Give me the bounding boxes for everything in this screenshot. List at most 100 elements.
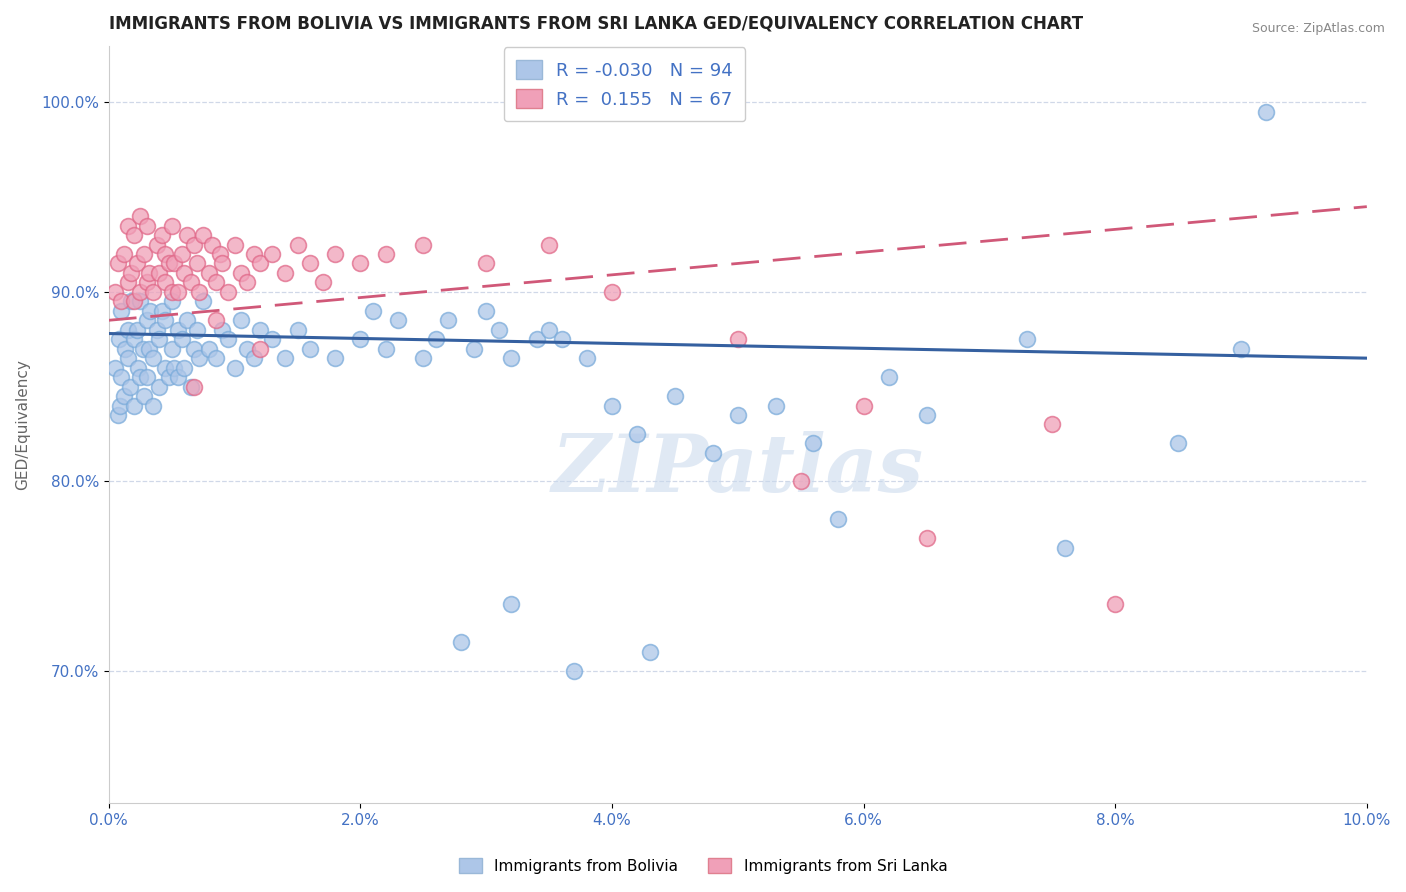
Point xyxy=(122,399,145,413)
Point xyxy=(201,237,224,252)
Point xyxy=(173,360,195,375)
Point xyxy=(412,237,434,252)
Point xyxy=(224,237,246,252)
Point xyxy=(236,342,259,356)
Point xyxy=(180,379,202,393)
Point xyxy=(790,475,813,489)
Point xyxy=(129,370,152,384)
Point xyxy=(107,256,129,270)
Point xyxy=(501,598,523,612)
Point xyxy=(262,332,284,346)
Point xyxy=(110,294,132,309)
Point xyxy=(112,247,135,261)
Point xyxy=(121,294,143,309)
Point xyxy=(122,294,145,309)
Point xyxy=(142,351,165,366)
Point xyxy=(167,285,190,299)
Point xyxy=(148,379,170,393)
Point xyxy=(107,408,129,422)
Point xyxy=(193,294,215,309)
Point xyxy=(211,323,233,337)
Point xyxy=(135,276,157,290)
Point xyxy=(112,389,135,403)
Point xyxy=(312,276,335,290)
Point xyxy=(125,323,148,337)
Point xyxy=(183,237,205,252)
Point xyxy=(236,276,259,290)
Point xyxy=(323,247,346,261)
Point xyxy=(204,351,226,366)
Point xyxy=(117,276,139,290)
Point xyxy=(135,219,157,233)
Point xyxy=(132,389,155,403)
Point xyxy=(122,228,145,243)
Point xyxy=(157,256,180,270)
Point xyxy=(600,399,623,413)
Point xyxy=(160,219,183,233)
Point xyxy=(132,342,155,356)
Point xyxy=(229,313,252,327)
Point xyxy=(138,266,160,280)
Point xyxy=(1053,541,1076,555)
Point xyxy=(180,276,202,290)
Point xyxy=(170,247,193,261)
Point xyxy=(108,399,131,413)
Point xyxy=(114,342,136,356)
Point xyxy=(117,219,139,233)
Point xyxy=(374,342,396,356)
Point xyxy=(374,247,396,261)
Point xyxy=(242,351,264,366)
Point xyxy=(186,323,208,337)
Point xyxy=(176,228,198,243)
Point xyxy=(163,256,186,270)
Point xyxy=(475,303,498,318)
Point xyxy=(242,247,264,261)
Point xyxy=(117,323,139,337)
Point xyxy=(129,294,152,309)
Point xyxy=(186,256,208,270)
Point xyxy=(217,285,239,299)
Point xyxy=(142,399,165,413)
Point xyxy=(562,664,585,678)
Point xyxy=(501,351,523,366)
Point xyxy=(217,332,239,346)
Point xyxy=(1167,436,1189,450)
Point xyxy=(801,436,824,450)
Point xyxy=(450,635,472,649)
Point xyxy=(204,313,226,327)
Point xyxy=(575,351,598,366)
Point xyxy=(208,247,231,261)
Point xyxy=(170,332,193,346)
Point xyxy=(104,285,127,299)
Point xyxy=(727,332,749,346)
Point xyxy=(387,313,409,327)
Point xyxy=(150,303,173,318)
Point xyxy=(135,313,157,327)
Point xyxy=(229,266,252,280)
Point xyxy=(526,332,548,346)
Legend: Immigrants from Bolivia, Immigrants from Sri Lanka: Immigrants from Bolivia, Immigrants from… xyxy=(453,852,953,880)
Point xyxy=(198,266,221,280)
Point xyxy=(211,256,233,270)
Text: ZIPatlas: ZIPatlas xyxy=(551,431,924,508)
Point xyxy=(167,370,190,384)
Point xyxy=(425,332,447,346)
Point xyxy=(129,209,152,223)
Point xyxy=(600,285,623,299)
Point xyxy=(437,313,460,327)
Point xyxy=(139,303,162,318)
Point xyxy=(475,256,498,270)
Point xyxy=(827,512,849,526)
Point xyxy=(702,446,724,460)
Point xyxy=(638,645,661,659)
Point xyxy=(148,266,170,280)
Point xyxy=(274,266,297,280)
Point xyxy=(125,256,148,270)
Point xyxy=(188,351,211,366)
Point xyxy=(551,332,574,346)
Point xyxy=(120,379,142,393)
Point xyxy=(1230,342,1253,356)
Point xyxy=(727,408,749,422)
Point xyxy=(167,323,190,337)
Point xyxy=(463,342,485,356)
